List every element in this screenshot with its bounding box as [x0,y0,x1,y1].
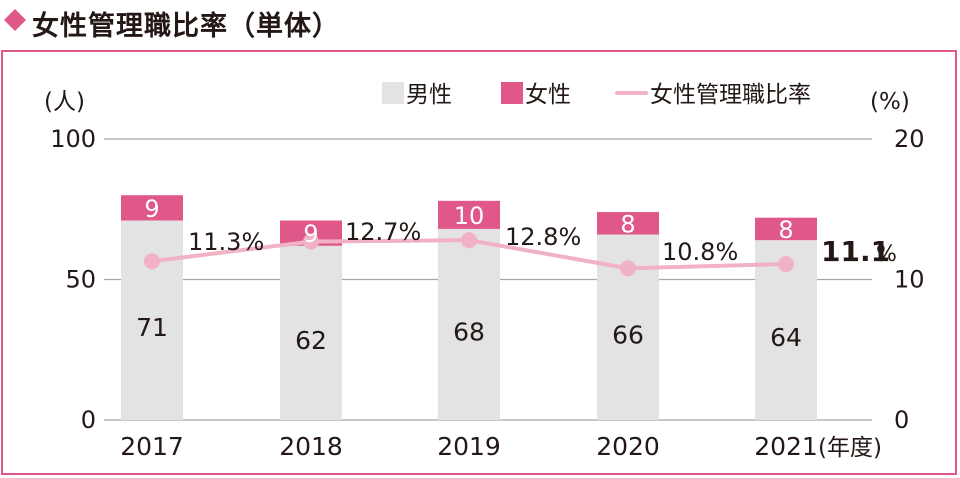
bar-male [438,228,500,420]
female-value-label: 9 [144,195,159,223]
x-tick-label: 2021 [754,432,818,461]
title-row: 女性管理職比率（単体） [0,0,960,44]
male-value-label: 62 [295,326,327,355]
chart-frame [1,50,957,475]
legend-female-label: 女性 [525,82,571,108]
y-tick-left: 50 [65,266,96,294]
diamond-icon [4,9,26,31]
x-tick-label: 2018 [279,432,343,461]
x-tick-label: 2020 [596,432,660,461]
legend-ratio-label: 女性管理職比率 [650,82,811,108]
female-value-label: 10 [454,202,485,230]
y-tick-right: 0 [894,406,909,434]
ratio-value-unit: % [876,242,897,267]
bar-female [121,195,183,221]
female-value-label: 8 [620,210,635,238]
ratio-value-label: 11.3% [188,228,264,256]
bar-female [597,212,659,235]
x-tick-label: 2017 [120,432,184,461]
legend-male-swatch [382,82,404,104]
page-title: 女性管理職比率（単体） [32,11,340,42]
ratio-line [144,232,794,277]
male-value-label: 64 [770,323,802,352]
female-value-label: 9 [303,220,318,248]
legend-female-swatch [501,82,523,104]
ratio-value-label-highlight: 11.1 [821,235,890,268]
x-tick-label: 2019 [437,432,501,461]
legend: 男性 女性 女性管理職比率 [382,82,811,108]
male-value-label: 66 [612,320,644,349]
ratio-value-label: 12.7% [345,218,421,246]
legend-male-label: 男性 [406,82,452,108]
ratio-point [461,232,477,249]
ratio-point [303,233,319,250]
female-value-label: 8 [778,216,793,244]
y-tick-left: 0 [81,406,96,434]
x-axis-unit: (年度) [818,435,882,461]
bar-female [755,217,817,241]
labels: 0 0 50 10 100 20 71 9 2017 62 9 2018 68 10 2019 66 8 2020… [50,125,924,461]
y-tick-right: 10 [894,266,925,294]
bar-female [438,200,500,229]
y-tick-right: 20 [894,125,925,153]
male-value-label: 68 [453,317,485,346]
ratio-value-label: 12.8% [505,223,581,251]
male-value-label: 71 [136,313,168,342]
ratio-point [778,256,794,273]
ratio-value-label: 10.8% [662,238,738,266]
left-axis-unit: (人) [44,89,85,115]
bar-male [280,245,342,420]
ratio-point [620,260,636,277]
right-axis-unit: (%) [870,89,910,115]
ratio-point [144,253,160,270]
y-tick-left: 100 [50,125,96,153]
